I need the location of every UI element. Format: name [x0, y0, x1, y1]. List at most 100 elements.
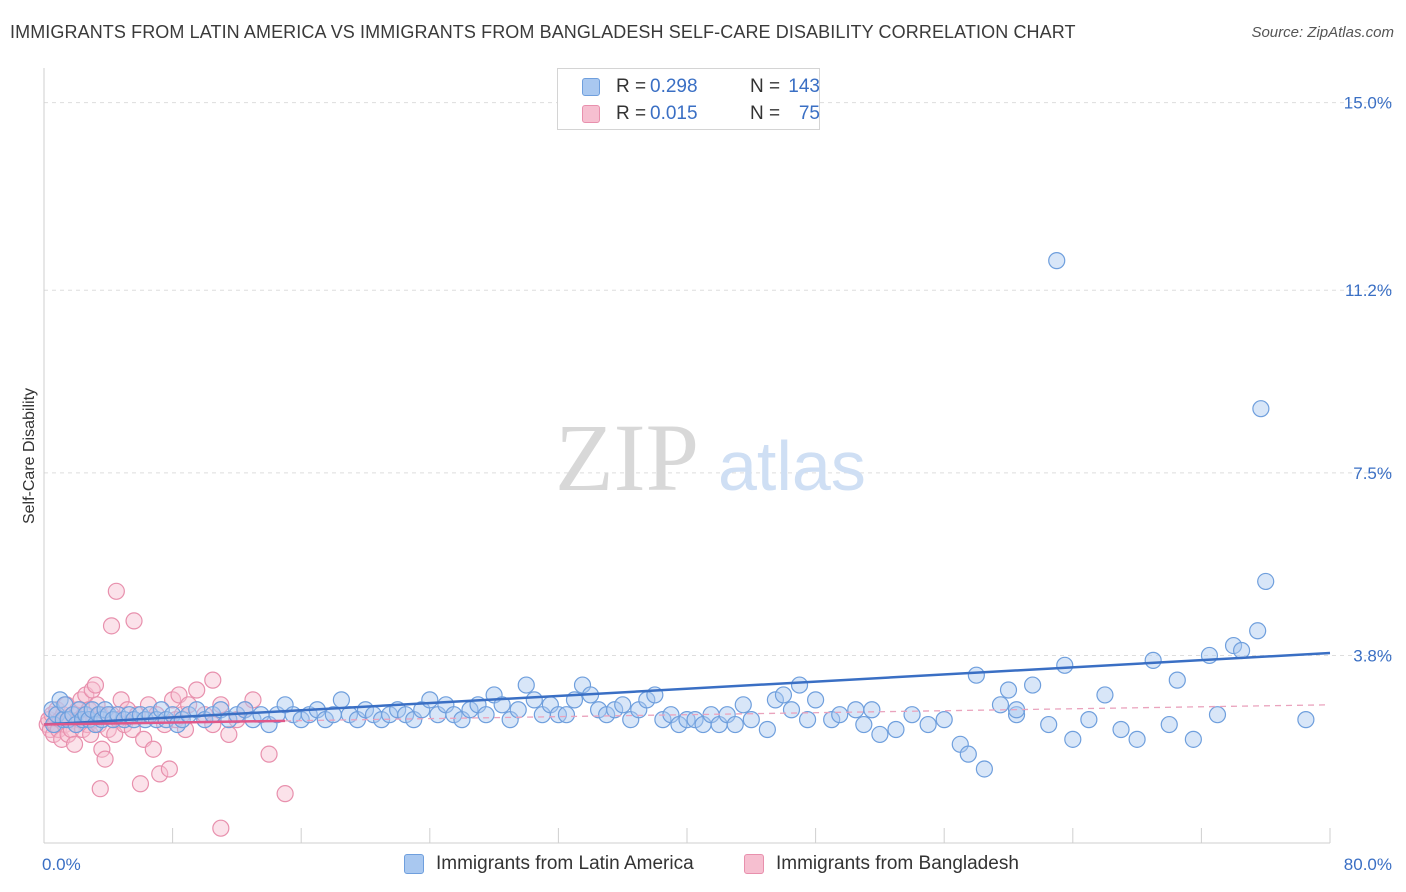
data-point	[831, 706, 849, 724]
watermark-zip: ZIP	[555, 404, 699, 511]
data-point	[151, 765, 169, 783]
data-point	[517, 676, 535, 694]
data-point	[144, 740, 162, 758]
legend: R = 0.298 N = 143 R = 0.015 N = 75	[557, 68, 820, 130]
data-point	[1257, 572, 1275, 591]
data-point	[903, 706, 921, 724]
data-point	[525, 691, 543, 709]
legend-r-value: 0.015	[650, 103, 698, 124]
data-point	[959, 745, 977, 763]
data-point	[1040, 715, 1058, 734]
legend-swatch-pink	[582, 105, 600, 123]
data-point	[131, 775, 150, 793]
data-point	[102, 617, 121, 635]
data-point	[999, 681, 1018, 699]
data-point	[220, 725, 238, 744]
data-point	[734, 696, 752, 714]
data-point	[863, 701, 881, 719]
data-point	[1232, 641, 1251, 660]
data-point	[782, 701, 801, 719]
data-point	[493, 696, 511, 714]
legend-swatch-blue	[582, 78, 600, 96]
data-point	[86, 676, 105, 694]
data-point	[65, 735, 84, 753]
series-latin-america	[43, 252, 1315, 778]
data-point	[509, 701, 527, 719]
data-point	[991, 696, 1010, 714]
x-tick-labels: 0.0% 80.0%	[42, 855, 1392, 874]
data-point	[919, 715, 937, 734]
data-point	[292, 711, 310, 729]
data-point	[742, 711, 760, 729]
data-point	[91, 780, 109, 798]
legend-r-label: R =	[616, 76, 647, 97]
data-point	[421, 691, 439, 709]
data-point	[606, 701, 624, 719]
data-point	[975, 760, 993, 778]
data-point	[847, 701, 865, 719]
data-point	[1128, 730, 1146, 748]
data-point	[1249, 622, 1267, 640]
watermark-atlas: atlas	[718, 427, 866, 505]
data-point	[160, 760, 178, 778]
source-credit: Source: ZipAtlas.com	[1251, 24, 1394, 41]
data-point	[1224, 636, 1243, 655]
bottom-legend-swatch-blue	[404, 854, 424, 874]
data-point	[125, 612, 143, 630]
data-point	[758, 720, 776, 739]
data-point	[96, 750, 114, 768]
data-point	[1112, 720, 1130, 739]
legend-r-label: R =	[616, 103, 647, 124]
data-point	[1184, 730, 1202, 748]
gridlines	[44, 102, 1392, 656]
data-point	[686, 711, 704, 729]
legend-r-value: 0.298	[650, 76, 698, 97]
data-point	[1048, 252, 1066, 270]
data-point	[1024, 676, 1042, 694]
y-tick-label: 7.5%	[1353, 464, 1392, 483]
data-point	[1252, 400, 1270, 418]
trend-line-bangladesh-dashed	[285, 704, 1331, 722]
data-point	[244, 711, 262, 729]
bottom-legend-label: Immigrants from Bangladesh	[776, 853, 1019, 874]
data-point	[557, 706, 576, 724]
data-point	[823, 711, 841, 729]
data-point	[204, 671, 222, 689]
chart-title: IMMIGRANTS FROM LATIN AMERICA VS IMMIGRA…	[10, 22, 1076, 42]
data-point	[1080, 711, 1098, 729]
data-point	[51, 691, 69, 709]
bottom-legend-swatch-pink	[744, 854, 764, 874]
legend-n-label: N =	[750, 103, 781, 124]
data-point	[180, 696, 198, 714]
bottom-legend-label: Immigrants from Latin America	[436, 853, 694, 874]
data-point	[806, 691, 825, 709]
trend-line-latin-america	[43, 651, 1331, 726]
legend-n-value: 75	[798, 103, 820, 124]
legend-n-value: 143	[788, 76, 820, 97]
data-point	[967, 666, 985, 684]
data-point	[935, 711, 953, 729]
y-tick-label: 11.2%	[1345, 281, 1392, 300]
data-point	[276, 785, 294, 803]
data-point	[1144, 651, 1162, 669]
y-axis-label: Self-Care Disability	[21, 388, 38, 524]
data-point	[93, 740, 111, 758]
data-point	[107, 582, 125, 600]
data-point	[1208, 706, 1227, 724]
data-point	[798, 711, 817, 729]
data-point	[1096, 686, 1114, 704]
data-point	[212, 819, 230, 837]
data-point	[445, 706, 463, 724]
data-point	[1056, 656, 1074, 674]
data-point	[1064, 730, 1082, 748]
data-point	[1007, 706, 1026, 724]
data-point	[670, 715, 688, 734]
data-point	[654, 711, 672, 729]
data-point	[766, 691, 785, 709]
data-point	[790, 676, 809, 694]
trend-line-bangladesh-solid	[43, 719, 286, 726]
data-point	[598, 706, 616, 724]
data-point	[188, 681, 206, 699]
data-point	[887, 720, 905, 739]
